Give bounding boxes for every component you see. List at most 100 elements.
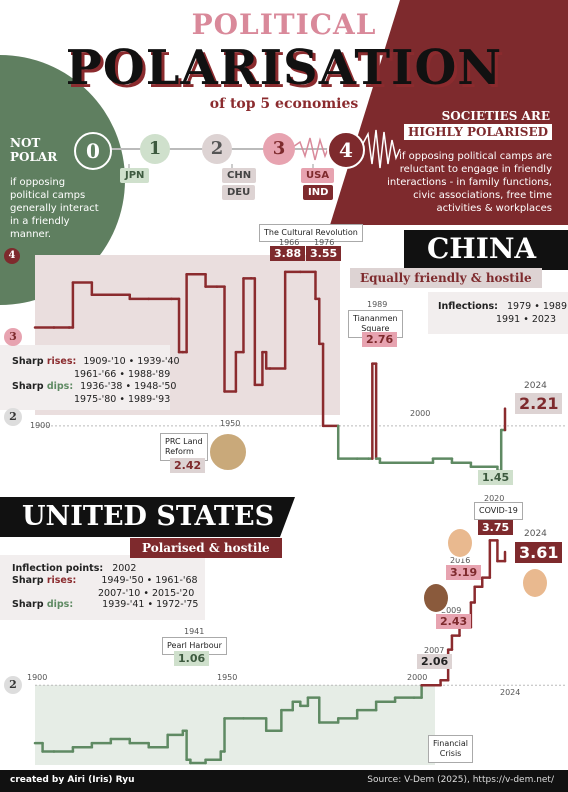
usa-data-point bbox=[41, 750, 44, 753]
tag-chn: CHN bbox=[222, 168, 257, 183]
usa-data-point bbox=[53, 750, 55, 753]
china-value-2024: 2.21 bbox=[515, 393, 563, 414]
usa-axis-2024: 2024 bbox=[500, 688, 521, 697]
china-axis-1950: 1950 bbox=[220, 419, 241, 428]
usa-axis-1900: 1900 bbox=[27, 673, 48, 682]
usa-value-2007: 2.06 bbox=[417, 654, 453, 669]
china-data-point bbox=[185, 273, 188, 276]
usa-data-point bbox=[473, 585, 476, 588]
usa-value-2009: 2.43 bbox=[436, 614, 472, 629]
usa-data-point bbox=[242, 717, 245, 720]
usa-data-point bbox=[356, 709, 358, 711]
china-title-bar bbox=[404, 230, 568, 270]
china-tag: Equally friendly & hostile bbox=[350, 268, 542, 288]
polarised-label-1: SOCIETIES ARE bbox=[441, 109, 550, 123]
china-data-point bbox=[178, 351, 180, 353]
usa-data-point bbox=[219, 750, 222, 753]
china-data-point bbox=[500, 429, 503, 431]
china-data-point bbox=[72, 281, 74, 284]
value-1976: 3.55 bbox=[306, 246, 342, 261]
axis-level-2-usa: 2 bbox=[4, 676, 22, 694]
scale-level-0: 0 bbox=[74, 132, 112, 170]
usa-year-2020: 2020 bbox=[484, 494, 505, 503]
not-polar-label-1: NOT bbox=[10, 136, 41, 150]
usa-year-2024: 2024 bbox=[524, 529, 547, 539]
china-data-point bbox=[371, 362, 374, 365]
value-prc: 2.42 bbox=[170, 458, 206, 473]
usa-data-point bbox=[394, 696, 396, 699]
usa-axis-2000: 2000 bbox=[407, 673, 428, 682]
usa-title-bar bbox=[0, 497, 295, 537]
scale-level-2: 2 bbox=[202, 134, 232, 164]
usa-data-point bbox=[413, 696, 415, 699]
china-data-point bbox=[318, 343, 321, 345]
china-data-point bbox=[216, 285, 218, 288]
usa-year-2016: 2016 bbox=[450, 556, 471, 565]
usa-data-point bbox=[72, 746, 74, 749]
callout-cultural-revolution: The Cultural Revolution bbox=[259, 224, 363, 242]
axis-level-3-china: 3 bbox=[4, 328, 22, 346]
usa-year-2009: 2009 bbox=[441, 606, 462, 615]
not-polar-label-2: POLAR bbox=[10, 150, 58, 164]
china-data-point bbox=[489, 466, 491, 468]
title-top: POLITICAL bbox=[191, 8, 377, 41]
china-data-point bbox=[314, 298, 317, 300]
china-value-min: 1.45 bbox=[478, 470, 514, 485]
china-data-point bbox=[284, 271, 286, 273]
china-data-point bbox=[110, 293, 112, 296]
china-data-point bbox=[504, 407, 506, 410]
china-data-point bbox=[379, 461, 381, 464]
mao-portrait-icon bbox=[208, 432, 248, 472]
china-data-point bbox=[337, 457, 340, 460]
usa-data-point bbox=[375, 700, 377, 703]
year-1976: 1976 bbox=[314, 238, 335, 247]
trump-portrait-icon bbox=[446, 527, 474, 559]
usa-data-point bbox=[110, 738, 112, 740]
china-data-point bbox=[204, 285, 207, 288]
usa-data-point bbox=[470, 601, 472, 604]
china-data-point bbox=[269, 367, 271, 370]
usa-data-point bbox=[447, 648, 449, 651]
usa-value-2020: 3.75 bbox=[478, 520, 514, 535]
trump-portrait-2-icon bbox=[521, 567, 549, 599]
axis-level-2-china: 2 bbox=[4, 408, 22, 426]
china-data-point bbox=[367, 457, 370, 460]
usa-axis-1950: 1950 bbox=[217, 673, 238, 682]
china-data-point bbox=[250, 277, 252, 280]
year-1989: 1989 bbox=[367, 300, 388, 309]
usa-value-2024: 3.61 bbox=[515, 542, 563, 563]
usa-data-point bbox=[504, 551, 506, 553]
china-data-point bbox=[91, 293, 93, 296]
china-inflections-panel bbox=[428, 292, 568, 334]
usa-tag: Polarised & hostile bbox=[130, 538, 282, 558]
scale-level-3: 3 bbox=[263, 133, 295, 165]
callout-prc-land-reform: PRC Land Reform bbox=[160, 433, 208, 461]
usa-data-point bbox=[147, 746, 150, 749]
china-data-point bbox=[53, 326, 55, 329]
usa-sharp-rises: Sharp rises: 1949-'50 • 1961-'68 2007-'1… bbox=[12, 575, 198, 599]
china-title: CHINA bbox=[427, 232, 537, 265]
obama-portrait-icon bbox=[422, 582, 450, 614]
china-data-point bbox=[34, 326, 36, 329]
value-1989: 2.76 bbox=[362, 332, 398, 347]
tag-jpn: JPN bbox=[120, 168, 150, 183]
usa-data-point bbox=[432, 684, 434, 687]
title-main: POLARISATION bbox=[65, 40, 503, 96]
usa-data-point bbox=[128, 742, 131, 744]
callout-covid: COVID-19 bbox=[474, 502, 523, 520]
footer-source: Source: V-Dem (2025), https://v-dem.net/ bbox=[367, 775, 554, 785]
usa-data-point bbox=[189, 762, 192, 764]
red-corner-shape bbox=[330, 0, 568, 225]
china-sharp-rises: Sharp rises: 1909-'10 • 1939-'40 1961-'6… bbox=[12, 356, 180, 380]
tag-usa: USA bbox=[301, 168, 335, 183]
china-data-point bbox=[322, 425, 324, 427]
axis-level-4: 4 bbox=[4, 248, 20, 264]
usa-stats-panel bbox=[0, 555, 205, 620]
china-data-point bbox=[147, 298, 150, 300]
china-data-point bbox=[254, 384, 256, 386]
usa-sharp-dips: Sharp dips: 1939-'41 • 1972-'75 bbox=[12, 599, 199, 610]
usa-data-point bbox=[307, 696, 309, 699]
china-inflections: Inflections: 1979 • 1989 1991 • 2023 bbox=[438, 301, 567, 325]
